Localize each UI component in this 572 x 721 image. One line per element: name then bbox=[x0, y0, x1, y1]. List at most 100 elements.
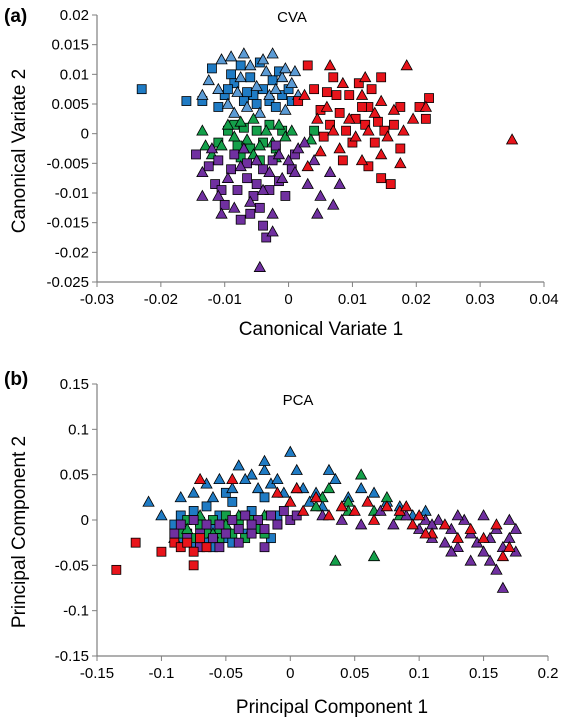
red-triangle-point bbox=[193, 472, 207, 485]
blue-triangle-point bbox=[290, 463, 303, 475]
purple-triangle-point bbox=[451, 509, 464, 521]
purple-triangle-point bbox=[237, 142, 251, 154]
purple-square-point bbox=[261, 232, 272, 243]
purple-triangle-point bbox=[196, 189, 209, 201]
purple-square-point bbox=[242, 173, 252, 184]
purple-triangle-point bbox=[509, 522, 522, 534]
purple-triangle-point bbox=[323, 165, 337, 178]
purple-triangle-point bbox=[266, 225, 279, 237]
red-triangle-point bbox=[311, 112, 324, 124]
blue-square-point bbox=[223, 84, 233, 95]
blue-triangle-point bbox=[322, 463, 336, 475]
blue-triangle-point bbox=[213, 472, 226, 485]
lightblue-triangle-point bbox=[269, 82, 282, 94]
red-triangle-point bbox=[343, 112, 356, 124]
panel-a-y-axis-title: Canonical Variate 2 bbox=[9, 69, 30, 233]
blue-square-point bbox=[235, 60, 246, 71]
blue-triangle-point bbox=[142, 495, 155, 507]
red-square-point bbox=[201, 542, 212, 553]
panel-a-y-tick-label: -0.005 bbox=[46, 155, 89, 172]
red-square-point bbox=[111, 564, 122, 575]
red-square-point bbox=[357, 102, 367, 112]
purple-square-point bbox=[278, 506, 289, 516]
lightblue-triangle-point bbox=[263, 88, 276, 100]
purple-triangle-point bbox=[490, 563, 503, 575]
panel-b-axes: -0.15 -0.1 -0.05 0 0.05 0.1 0.15 0.2 -0.15 -0.1 -0… bbox=[55, 376, 559, 682]
red-triangle-point bbox=[314, 145, 327, 157]
panel-a-points bbox=[136, 47, 519, 272]
purple-square-point bbox=[169, 528, 180, 539]
red-square-point bbox=[376, 72, 387, 83]
red-triangle-point bbox=[296, 504, 310, 516]
lightblue-triangle-point bbox=[237, 47, 251, 59]
blue-triangle-point bbox=[174, 491, 187, 503]
blue-triangle-point bbox=[187, 486, 200, 498]
purple-triangle-point bbox=[307, 154, 321, 166]
red-square-point bbox=[341, 125, 351, 136]
blue-triangle-point bbox=[206, 491, 220, 503]
red-square-point bbox=[337, 155, 348, 166]
red-square-point bbox=[334, 108, 345, 118]
red-square-point bbox=[360, 119, 371, 130]
panel-b-x-tick-label: 0.15 bbox=[469, 665, 498, 682]
lightblue-triangle-point bbox=[231, 85, 244, 97]
red-triangle-point bbox=[367, 513, 381, 525]
green-square-point bbox=[264, 119, 275, 130]
blue-square-point bbox=[245, 72, 256, 83]
purple-triangle-point bbox=[212, 189, 225, 201]
blue-triangle-point bbox=[284, 445, 297, 457]
red-square-point bbox=[353, 78, 364, 89]
blue-triangle-point bbox=[271, 472, 284, 485]
green-triangle-point bbox=[196, 124, 209, 136]
purple-triangle-point bbox=[282, 154, 295, 166]
red-triangle-point bbox=[284, 495, 297, 507]
purple-square-point bbox=[272, 519, 283, 530]
red-triangle-point bbox=[406, 518, 419, 530]
lightblue-triangle-point bbox=[202, 73, 215, 86]
blue-triangle-point bbox=[251, 481, 265, 494]
purple-square-point bbox=[219, 199, 230, 210]
panel-b-y-tick-label: -0.05 bbox=[55, 557, 89, 574]
panel-a-x-tick-label: 0 bbox=[284, 291, 292, 308]
panel-a-y-tick-label: -0.025 bbox=[46, 274, 89, 291]
red-square-point bbox=[325, 119, 335, 130]
blue-triangle-point bbox=[232, 459, 245, 471]
red-triangle-point bbox=[362, 124, 375, 136]
red-triangle-point bbox=[464, 522, 477, 534]
green-triangle-point bbox=[199, 139, 212, 151]
red-triangle-point bbox=[503, 540, 516, 552]
red-square-point bbox=[156, 546, 167, 557]
purple-square-point bbox=[246, 519, 257, 530]
red-square-point bbox=[369, 137, 380, 148]
panel-b-x-tick-label: -0.1 bbox=[148, 665, 174, 682]
panel-a-x-tick-label: -0.03 bbox=[80, 291, 114, 308]
lightblue-triangle-point bbox=[240, 100, 254, 112]
purple-square-point bbox=[233, 524, 244, 534]
red-triangle-point bbox=[451, 531, 464, 543]
blue-square-point bbox=[229, 78, 240, 89]
blue-square-point bbox=[226, 69, 237, 80]
blue-square-point bbox=[259, 492, 270, 503]
purple-square-point bbox=[233, 537, 244, 548]
purple-square-point bbox=[245, 208, 256, 219]
blue-square-point bbox=[188, 506, 199, 516]
green-triangle-point bbox=[221, 118, 235, 130]
purple-triangle-point bbox=[228, 201, 241, 213]
blue-triangle-point bbox=[329, 472, 342, 485]
red-square-point bbox=[379, 125, 390, 136]
purple-square-point bbox=[229, 149, 240, 160]
lightblue-triangle-point bbox=[224, 50, 238, 62]
red-triangle-point bbox=[394, 157, 407, 169]
purple-triangle-point bbox=[333, 177, 346, 189]
purple-triangle-point bbox=[311, 207, 324, 219]
purple-square-point bbox=[258, 220, 268, 231]
purple-square-point bbox=[210, 179, 221, 190]
purple-square-point bbox=[188, 515, 199, 525]
red-triangle-point bbox=[355, 154, 369, 166]
lightblue-triangle-point bbox=[276, 70, 289, 83]
blue-triangle-point bbox=[354, 481, 368, 494]
purple-square-point bbox=[270, 140, 281, 151]
blue-square-point bbox=[181, 96, 192, 106]
blue-square-point bbox=[242, 87, 252, 98]
red-triangle-point bbox=[226, 472, 239, 485]
